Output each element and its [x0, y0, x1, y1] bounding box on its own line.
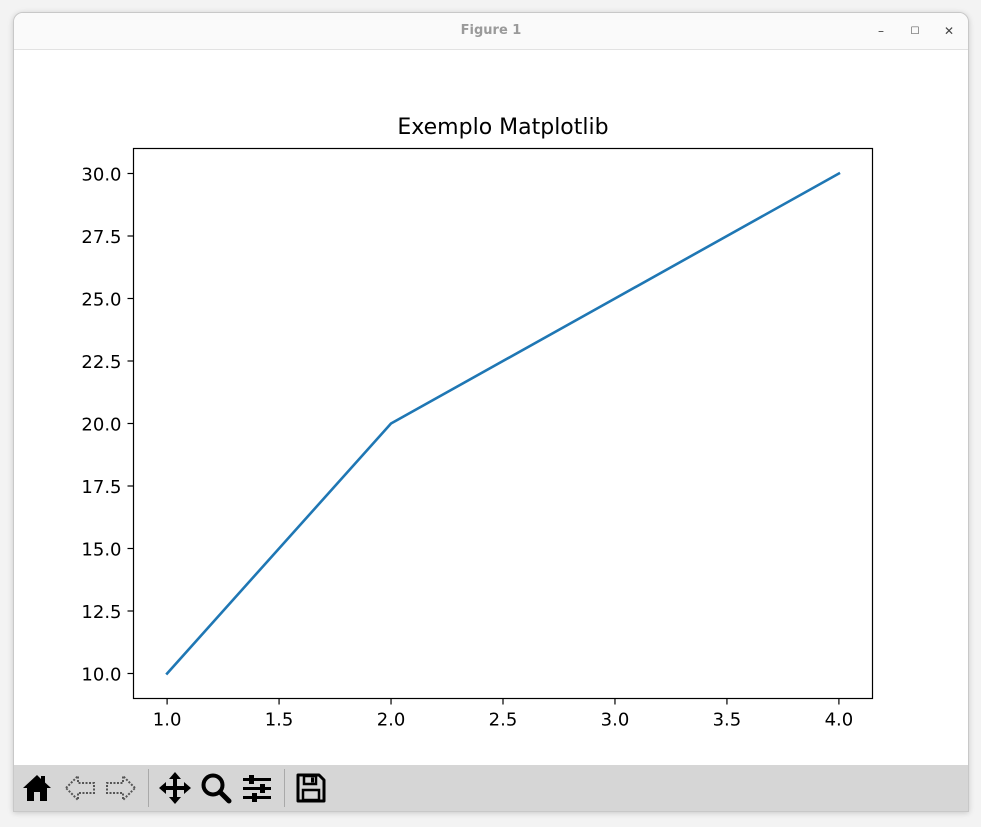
- figure-canvas[interactable]: Exemplo Matplotlib 1.0 1.5 2.0 2.5 3.0 3.5 4.0…: [14, 50, 968, 765]
- x-tick-label: 2.5: [489, 710, 518, 731]
- x-tick-label: 1.5: [265, 710, 294, 731]
- series-layer: [165, 171, 841, 676]
- close-icon: ✕: [943, 24, 955, 38]
- sliders-icon: [243, 775, 271, 802]
- navigation-toolbar: [14, 765, 968, 811]
- title-bar[interactable]: Figure 1 – ☐ ✕: [14, 13, 968, 50]
- y-tick-label: 22.5: [81, 352, 121, 373]
- back-arrow-icon: [64, 773, 95, 803]
- series-line: [165, 171, 841, 676]
- x-tick-label: 4.0: [825, 710, 854, 731]
- y-tick-label: 25.0: [81, 290, 121, 311]
- zoom-icon: [201, 773, 232, 804]
- y-tick-label: 15.0: [81, 540, 121, 561]
- home-icon: [23, 775, 51, 801]
- home-button[interactable]: [19, 770, 55, 806]
- y-tick-label: 17.5: [81, 477, 121, 498]
- forward-button[interactable]: [103, 770, 139, 806]
- configure-subplots-button[interactable]: [239, 770, 275, 806]
- minimize-button[interactable]: –: [871, 21, 891, 41]
- x-tick-label: 1.0: [153, 710, 182, 731]
- window-title: Figure 1: [460, 23, 522, 38]
- forward-arrow-icon: [106, 773, 137, 803]
- y-tick-label: 20.0: [81, 415, 121, 436]
- maximize-button[interactable]: ☐: [905, 21, 925, 41]
- zoom-button[interactable]: [198, 770, 234, 806]
- axes: 1.0 1.5 2.0 2.5 3.0 3.5 4.0 10.0 12.5 15.0 17.5 20.…: [81, 165, 853, 731]
- toolbar-separator: [148, 769, 149, 807]
- y-tick-label: 12.5: [81, 602, 121, 623]
- figure-window: Figure 1 – ☐ ✕ Exemplo Matplotlib 1.0 1.5…: [13, 12, 969, 812]
- pan-button[interactable]: [157, 770, 193, 806]
- y-tick-label: 30.0: [81, 165, 121, 186]
- minimize-icon: –: [878, 24, 884, 38]
- toolbar-separator: [284, 769, 285, 807]
- close-button[interactable]: ✕: [939, 21, 959, 41]
- plot-frame: [132, 147, 874, 700]
- save-button[interactable]: [293, 770, 329, 806]
- y-tick-label: 27.5: [81, 227, 121, 248]
- move-icon: [159, 772, 191, 804]
- y-tick-label: 10.0: [81, 665, 121, 686]
- save-icon: [296, 773, 326, 803]
- line-chart: Exemplo Matplotlib 1.0 1.5 2.0 2.5 3.0 3.5 4.0…: [81, 115, 874, 731]
- chart-title: Exemplo Matplotlib: [397, 115, 608, 140]
- x-tick-label: 3.0: [601, 710, 630, 731]
- x-tick-label: 3.5: [713, 710, 742, 731]
- maximize-icon: ☐: [910, 25, 920, 37]
- back-button[interactable]: [62, 770, 98, 806]
- x-tick-label: 2.0: [377, 710, 406, 731]
